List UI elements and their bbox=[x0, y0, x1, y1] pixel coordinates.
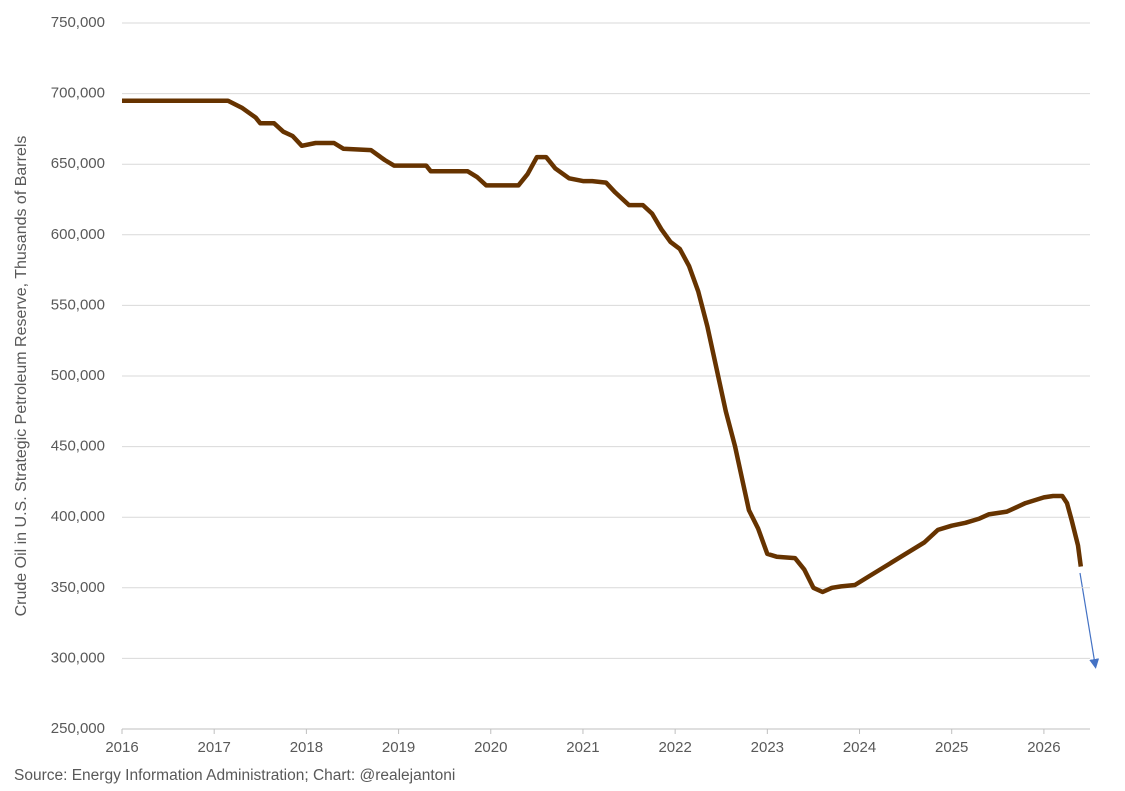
x-tick-label: 2022 bbox=[658, 739, 691, 756]
x-tick-label: 2024 bbox=[843, 739, 876, 756]
y-tick-label: 650,000 bbox=[51, 155, 105, 172]
series-line bbox=[122, 98, 1084, 595]
x-tick-label: 2026 bbox=[1027, 739, 1060, 756]
y-tick-label: 400,000 bbox=[51, 508, 105, 525]
y-tick-label: 600,000 bbox=[51, 226, 105, 243]
y-tick-label: 300,000 bbox=[51, 649, 105, 666]
x-tick-label: 2021 bbox=[566, 739, 599, 756]
y-tick-label: 250,000 bbox=[51, 720, 105, 737]
y-tick-label: 500,000 bbox=[51, 367, 105, 384]
y-tick-label: 700,000 bbox=[51, 85, 105, 102]
y-tick-label: 350,000 bbox=[51, 579, 105, 596]
x-tick-label: 2023 bbox=[751, 739, 784, 756]
x-tick-label: 2016 bbox=[105, 739, 138, 756]
x-tick-label: 2020 bbox=[474, 739, 507, 756]
y-tick-label: 550,000 bbox=[51, 296, 105, 313]
trend-arrow bbox=[1079, 572, 1100, 669]
x-tick-label: 2025 bbox=[935, 739, 968, 756]
y-tick-label: 450,000 bbox=[51, 438, 105, 455]
x-tick-label: 2019 bbox=[382, 739, 415, 756]
x-tick-label: 2018 bbox=[290, 739, 323, 756]
y-tick-label: 750,000 bbox=[51, 14, 105, 31]
source-note: Source: Energy Information Administratio… bbox=[14, 767, 455, 784]
y-axis-label: Crude Oil in U.S. Strategic Petroleum Re… bbox=[13, 136, 30, 617]
x-tick-label: 2017 bbox=[198, 739, 231, 756]
